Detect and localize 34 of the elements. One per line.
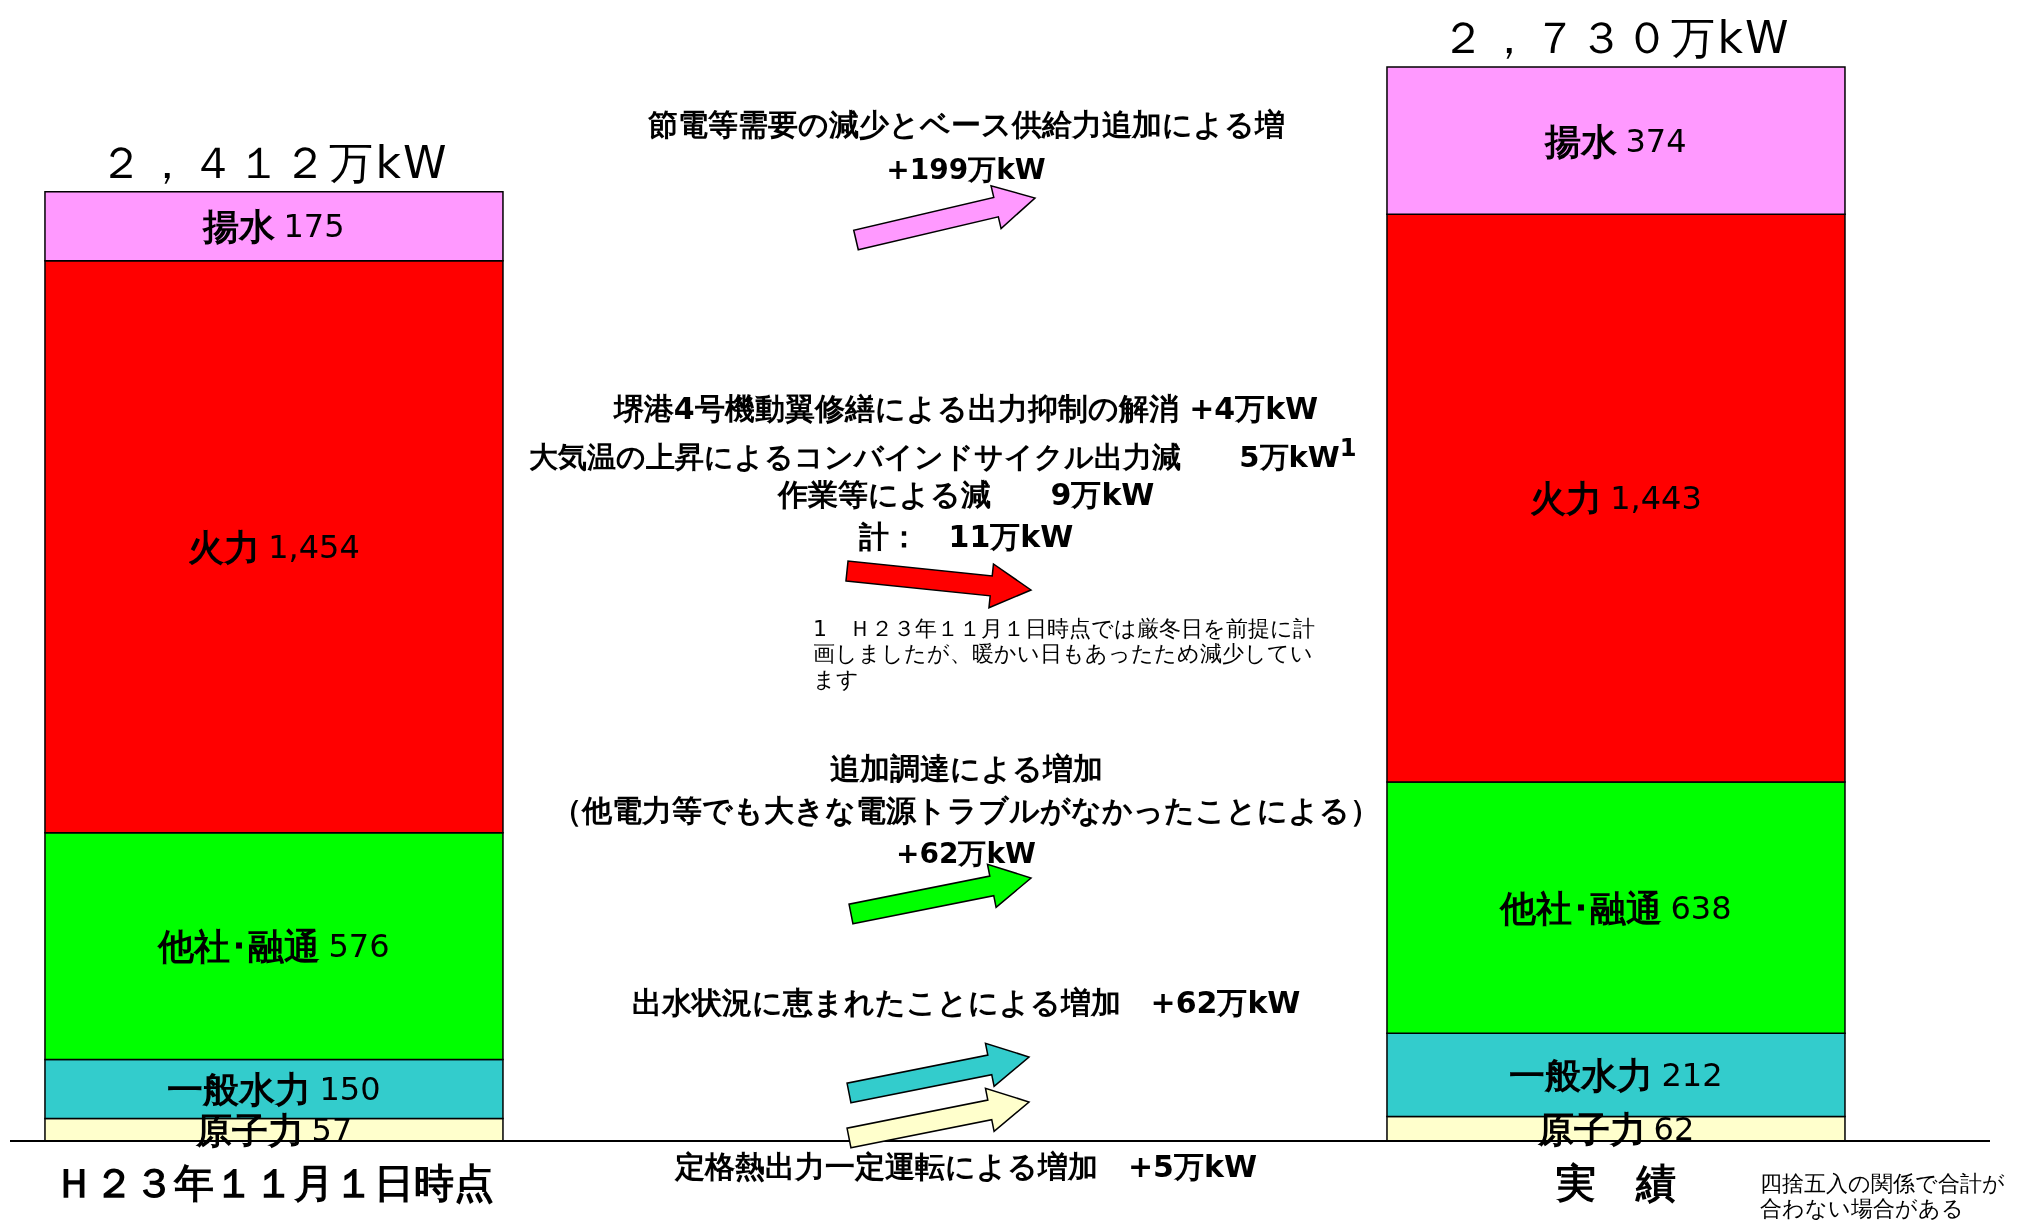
series-label: 一般水力: [167, 1068, 312, 1110]
x-tick-label: 実 績: [1554, 1160, 1676, 1207]
data-label: 150: [319, 1070, 381, 1109]
series-label: 揚水: [202, 205, 276, 247]
annotation: 計： 11万kW: [858, 519, 1074, 555]
data-label: 374: [1625, 121, 1687, 160]
data-label: 1,454: [268, 527, 360, 566]
text: 四捨五入の関係で合計が合わない場合がある: [1760, 1171, 2006, 1222]
total-label: ２，４１２万kW: [99, 136, 449, 188]
annotation: 作業等による減 9万kW: [777, 477, 1155, 513]
data-label: 638: [1670, 888, 1732, 927]
data-label: 576: [328, 927, 390, 966]
total-label: ２，７３０万kW: [1441, 12, 1791, 63]
annotation: 大気温の上昇によるコンバインドサイクル出力減 5万kW$^{1}$: [529, 434, 1357, 474]
series-label: 他社･融通: [157, 925, 321, 967]
annotation: 堺港4号機動翼修繕による出力抑制の解消 +4万kW: [613, 391, 1319, 427]
annotation: （他電力等でも大きな電源トラブルがなかったことによる）: [552, 793, 1380, 829]
annotation: 1 Ｈ２３年１１月１日時点では厳冬日を前提に計画しましたが、暖かい日もあったため減少しています: [813, 616, 1316, 692]
annotation: +199万kW: [886, 153, 1046, 187]
text: 定格熱出力一定運転による増加 +5万kW: [674, 1149, 1258, 1185]
data-label: 62: [1653, 1109, 1695, 1148]
text: 一般水力: [1509, 1054, 1654, 1096]
data-label: 1,443: [1610, 479, 1702, 518]
annotation: +62万kW: [896, 837, 1036, 871]
annotation: 追加調達による増加: [829, 751, 1103, 787]
data-label: 212: [1661, 1055, 1723, 1094]
text: 火力: [1530, 477, 1603, 519]
annotation: 節電等需要の減少とベース供給力追加による増: [647, 107, 1285, 143]
annotation: 出水状況に恵まれたことによる増加 +62万kW: [631, 985, 1301, 1021]
text: 他社･融通: [1500, 887, 1663, 929]
data-label: 175: [283, 207, 345, 246]
x-tick-label: Ｈ２３年１１月１日時点: [53, 1160, 494, 1207]
text: 揚水: [1545, 120, 1618, 162]
series-label: 火力: [188, 526, 261, 568]
